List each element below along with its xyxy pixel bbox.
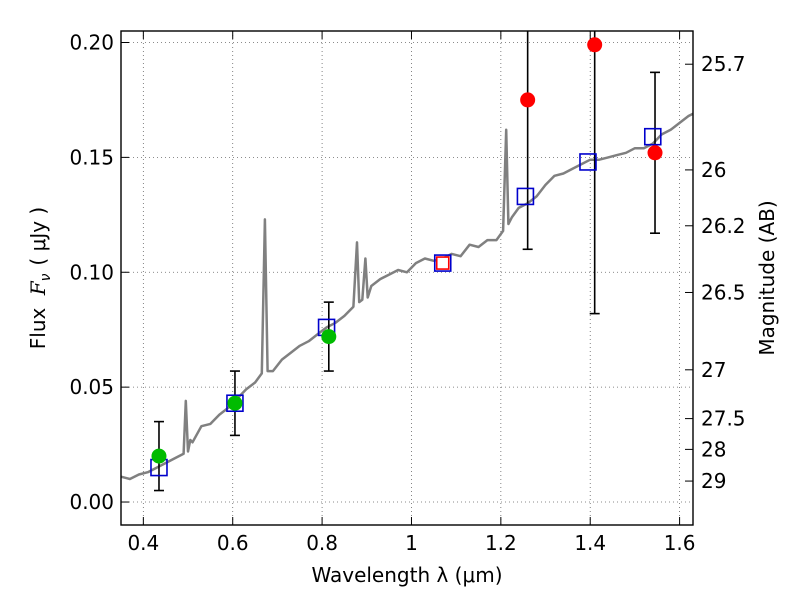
model-box-marker [516, 187, 535, 206]
plot-frame [120, 30, 694, 526]
y-tick-label: 0.10 [69, 260, 114, 284]
x-axis-ticks: 0.4 0.6 0.8 1 1.2 1.4 1.6 [127, 31, 696, 555]
green-data-point [321, 329, 337, 345]
y-axis-title-variable: F [26, 280, 50, 296]
x-tick-label: 1.4 [574, 531, 606, 555]
y-axis-ticks: 0.00 0.05 0.10 0.15 0.20 [69, 30, 129, 514]
magnitude-tick-label: 27.5 [701, 407, 746, 431]
magnitude-tick-label: 26.5 [701, 280, 746, 304]
y-tick-label: 0.05 [69, 375, 114, 399]
model-spectrum [120, 112, 694, 481]
x-tick-label: 1.2 [485, 531, 517, 555]
x-tick-label: 1 [405, 531, 418, 555]
x-tick-label: 0.6 [217, 531, 249, 555]
y-axis-title: Flux Fν ( μJy ) [26, 207, 54, 349]
plot-background [121, 31, 693, 525]
data-markers [150, 37, 663, 477]
red-data-point [520, 92, 536, 108]
green-data-point [227, 395, 243, 411]
y-axis-title-subscript: ν [38, 273, 54, 281]
magnitude-axis-title: Magnitude (AB) [755, 200, 779, 355]
magnitude-tick-label: 26.2 [701, 214, 746, 238]
red-data-point [587, 37, 603, 53]
model-spectrum-line [120, 112, 694, 481]
y-tick-label: 0.20 [69, 30, 114, 54]
magnitude-tick-label: 26 [701, 158, 726, 182]
magnitude-tick-label: 25.7 [701, 52, 746, 76]
y-tick-label: 0.00 [69, 490, 114, 514]
x-tick-label: 0.8 [306, 531, 338, 555]
model-box-marker [643, 127, 662, 146]
model-box-marker [226, 394, 244, 413]
red-data-point [647, 145, 663, 161]
y-tick-label: 0.15 [69, 145, 114, 169]
y-axis-title-unit: ( μJy ) [26, 207, 50, 266]
x-axis-title: Wavelength λ (μm) [311, 563, 502, 587]
green-data-point [151, 448, 167, 464]
y-axis-title-prefix: Flux [26, 307, 50, 349]
reference-marker [435, 256, 450, 270]
model-box-marker [433, 254, 452, 272]
x-tick-label: 0.4 [127, 531, 159, 555]
magnitude-tick-label: 28 [701, 437, 726, 461]
x-tick-label: 1.6 [664, 531, 696, 555]
magnitude-tick-label: 29 [701, 469, 726, 493]
magnitude-tick-label: 27 [701, 358, 726, 382]
magnitude-axis-ticks: 25.7 26 26.2 26.5 27 27.5 28 29 [685, 52, 746, 493]
model-box-marker [579, 153, 597, 171]
